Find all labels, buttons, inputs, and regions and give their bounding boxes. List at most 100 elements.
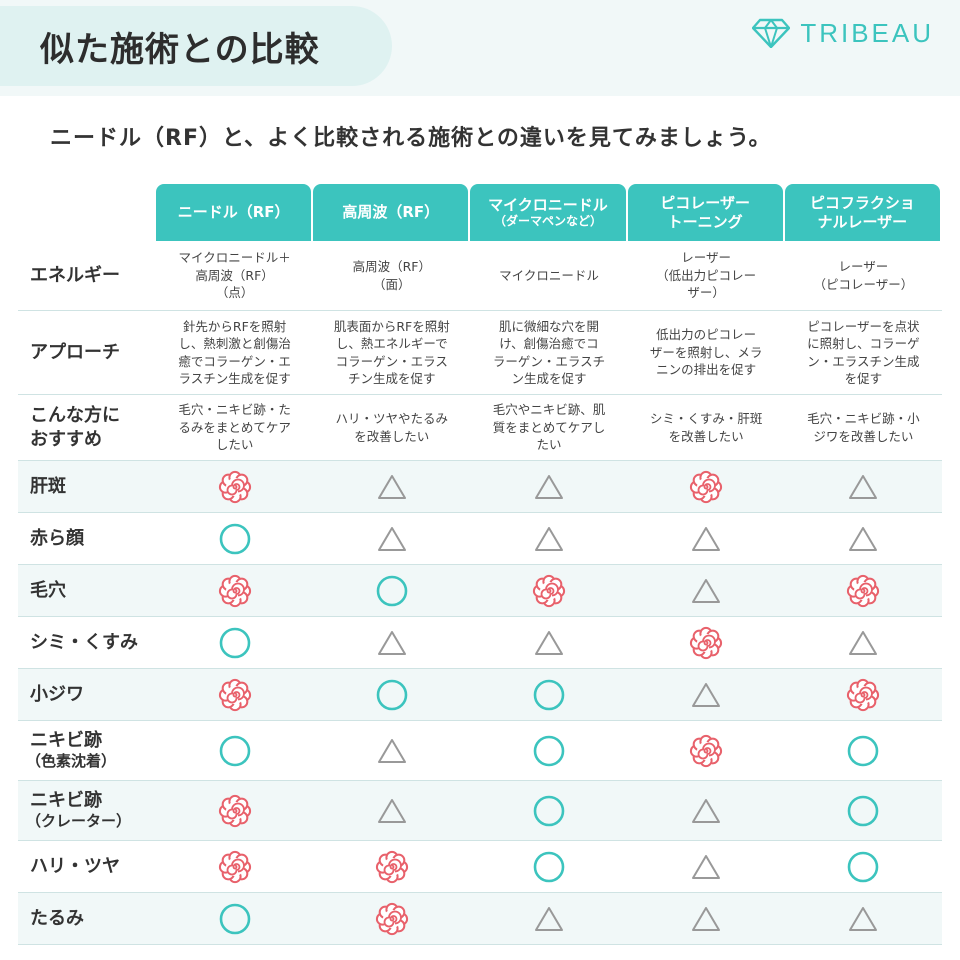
- table-cell: 高周波（RF） （面）: [352, 259, 431, 292]
- table-cell: [785, 893, 942, 944]
- circle-mark-icon: [848, 735, 879, 766]
- triangle-mark-icon: [534, 630, 563, 655]
- row-label: ニキビ跡 （クレーター）: [18, 781, 156, 840]
- column-header-label: ピコレーザー: [660, 193, 750, 212]
- table-cell: [628, 513, 785, 564]
- table-cell: 毛穴・ニキビ跡・小 ジワを改善したい: [807, 411, 920, 444]
- table-cell: 肌に微細な穴を開 け、創傷治癒でコ ラーゲン・エラスチ ン生成を促す: [492, 318, 606, 387]
- table-cell: [628, 841, 785, 892]
- triangle-mark-icon: [377, 798, 406, 823]
- row-label: こんな方に おすすめ: [30, 405, 120, 450]
- circle-mark-icon: [848, 851, 879, 882]
- row-label: ハリ・ツヤ: [18, 841, 156, 892]
- table-cell: [785, 513, 942, 564]
- circle-mark-icon: [533, 735, 565, 766]
- comparison-table: ニードル（RF） 高周波（RF） マイクロニードル （ダーマペンなど） ピコレー…: [18, 184, 942, 945]
- table-row: こんな方に おすすめ 毛穴・ニキビ跡・た るみをまとめてケア したい ハリ・ツヤやた…: [18, 395, 942, 461]
- table-row: ニキビ跡 （クレーター）: [18, 781, 942, 841]
- table-cell: [313, 669, 470, 720]
- flower-mark-icon: [218, 794, 251, 827]
- table-cell: [470, 617, 627, 668]
- table-cell: [628, 461, 785, 512]
- triangle-mark-icon: [692, 798, 721, 823]
- flower-mark-icon: [218, 574, 251, 607]
- page-title: 似た施術との比較: [40, 29, 320, 70]
- table-cell: [785, 721, 942, 780]
- table-cell: [156, 513, 313, 564]
- column-header-label-line2: ナルレーザー: [817, 212, 908, 231]
- table-cell: 肌表面からRFを照射 し、熱エネルギーで コラーゲン・エラス チン生成を促す: [333, 318, 450, 387]
- table-cell: [156, 721, 313, 780]
- circle-mark-icon: [219, 903, 250, 934]
- table-row: ハリ・ツヤ: [18, 841, 942, 893]
- flower-mark-icon: [375, 850, 408, 883]
- table-cell: [628, 781, 785, 840]
- table-row: アプローチ 針先からRFを照射 し、熱刺激と創傷治 癒でコラーゲン・エ ラスチン生…: [18, 311, 942, 395]
- table-cell: [313, 781, 470, 840]
- table-cell: [156, 617, 313, 668]
- row-label-text: シミ・くすみ: [30, 631, 138, 653]
- row-label: エネルギー: [30, 264, 120, 286]
- circle-mark-icon: [219, 627, 250, 658]
- row-label: 毛穴: [18, 565, 156, 616]
- row-label-text: 小ジワ: [30, 683, 84, 705]
- circle-mark-icon: [533, 679, 565, 710]
- table-cell: [628, 565, 785, 616]
- table-cell: [470, 461, 627, 512]
- triangle-mark-icon: [692, 854, 721, 879]
- table-cell: [785, 617, 942, 668]
- table-row: たるみ: [18, 893, 942, 945]
- flower-mark-icon: [690, 626, 723, 659]
- triangle-mark-icon: [692, 526, 721, 551]
- row-label-sub: （クレーター）: [26, 812, 132, 831]
- table-cell: [470, 565, 627, 616]
- table-cell: ピコレーザーを点状 に照射し、コラーゲ ン・エラスチン生成 を促す: [807, 318, 920, 387]
- triangle-mark-icon: [534, 906, 563, 931]
- row-label: 赤ら顔: [18, 513, 156, 564]
- column-header-label: マイクロニードル: [488, 195, 608, 214]
- table-cell: [470, 513, 627, 564]
- row-label: シミ・くすみ: [18, 617, 156, 668]
- flower-mark-icon: [375, 902, 408, 935]
- table-row: エネルギー マイクロニードル＋ 高周波（RF） （点） 高周波（RF） （面） マイク…: [18, 241, 942, 311]
- row-label: 小ジワ: [18, 669, 156, 720]
- row-label: たるみ: [18, 893, 156, 944]
- table-cell: レーザー （低出力ピコレー ザー）: [656, 250, 757, 301]
- triangle-mark-icon: [692, 578, 721, 603]
- column-header-label: ニードル（RF）: [177, 203, 290, 222]
- table-cell: [313, 893, 470, 944]
- table-cell: [313, 565, 470, 616]
- table-cell: [785, 565, 942, 616]
- row-label-sub: （色素沈着）: [26, 752, 117, 771]
- table-cell: [785, 841, 942, 892]
- table-cell: レーザー （ピコレーザー）: [813, 259, 914, 292]
- triangle-mark-icon: [692, 906, 721, 931]
- table-cell: [628, 617, 785, 668]
- table-row: シミ・くすみ: [18, 617, 942, 669]
- table-cell: [313, 461, 470, 512]
- flower-mark-icon: [218, 850, 251, 883]
- table-cell: [785, 461, 942, 512]
- table-cell: [785, 669, 942, 720]
- table-cell: [313, 513, 470, 564]
- row-label-text: ニキビ跡: [30, 790, 102, 812]
- column-header-rf: 高周波（RF）: [313, 184, 469, 241]
- table-cell: マイクロニードル＋ 高周波（RF） （点）: [178, 250, 291, 301]
- flower-mark-icon: [690, 470, 723, 503]
- triangle-mark-icon: [849, 474, 878, 499]
- table-cell: [156, 781, 313, 840]
- table-row: ニキビ跡 （色素沈着）: [18, 721, 942, 781]
- table-header-row: ニードル（RF） 高周波（RF） マイクロニードル （ダーマペンなど） ピコレー…: [18, 184, 942, 241]
- flower-mark-icon: [847, 678, 880, 711]
- table-cell: [313, 721, 470, 780]
- table-cell: [628, 721, 785, 780]
- table-row: 肝斑: [18, 461, 942, 513]
- triangle-mark-icon: [534, 526, 563, 551]
- table-cell: [628, 669, 785, 720]
- table-cell: [313, 841, 470, 892]
- circle-mark-icon: [533, 851, 565, 882]
- flower-mark-icon: [218, 470, 251, 503]
- table-body: エネルギー マイクロニードル＋ 高周波（RF） （点） 高周波（RF） （面） マイク…: [18, 241, 942, 945]
- triangle-mark-icon: [377, 630, 406, 655]
- table-cell: マイクロニードル: [499, 267, 599, 283]
